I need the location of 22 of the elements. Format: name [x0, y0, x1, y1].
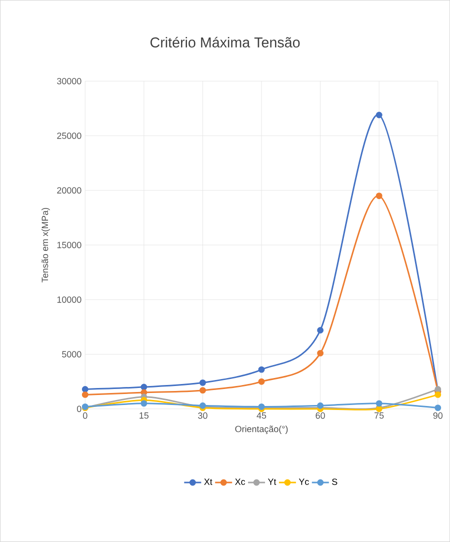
- x-tick-label: 30: [198, 412, 208, 419]
- y-tick-label: 30000: [57, 78, 82, 84]
- y-tick-label: 25000: [57, 132, 82, 139]
- y-tick-label: 0: [76, 406, 82, 412]
- legend-label: Yc: [298, 478, 309, 485]
- y-tick-label: 20000: [57, 187, 82, 194]
- y-tick-label: 5000: [62, 351, 82, 358]
- legend-label: S: [332, 478, 338, 485]
- legend-label: Xt: [204, 478, 212, 485]
- x-tick-label: 45: [256, 412, 266, 419]
- legend-label: Xc: [235, 478, 246, 485]
- x-axis-title: Orientação(°): [235, 426, 288, 434]
- x-tick-label: 15: [140, 412, 148, 419]
- chart-title: Critério Máxima Tensão: [150, 36, 300, 48]
- x-tick-label: 75: [374, 412, 384, 419]
- y-tick-label: 10000: [57, 296, 82, 303]
- x-tick-label: 0: [82, 412, 88, 419]
- y-tick-label: 15000: [57, 242, 82, 248]
- x-tick-label: 60: [316, 412, 325, 419]
- legend-label: Yt: [268, 478, 276, 485]
- y-axis-title: Tensão em x(MPa): [41, 208, 50, 282]
- x-tick-label: 90: [433, 412, 442, 419]
